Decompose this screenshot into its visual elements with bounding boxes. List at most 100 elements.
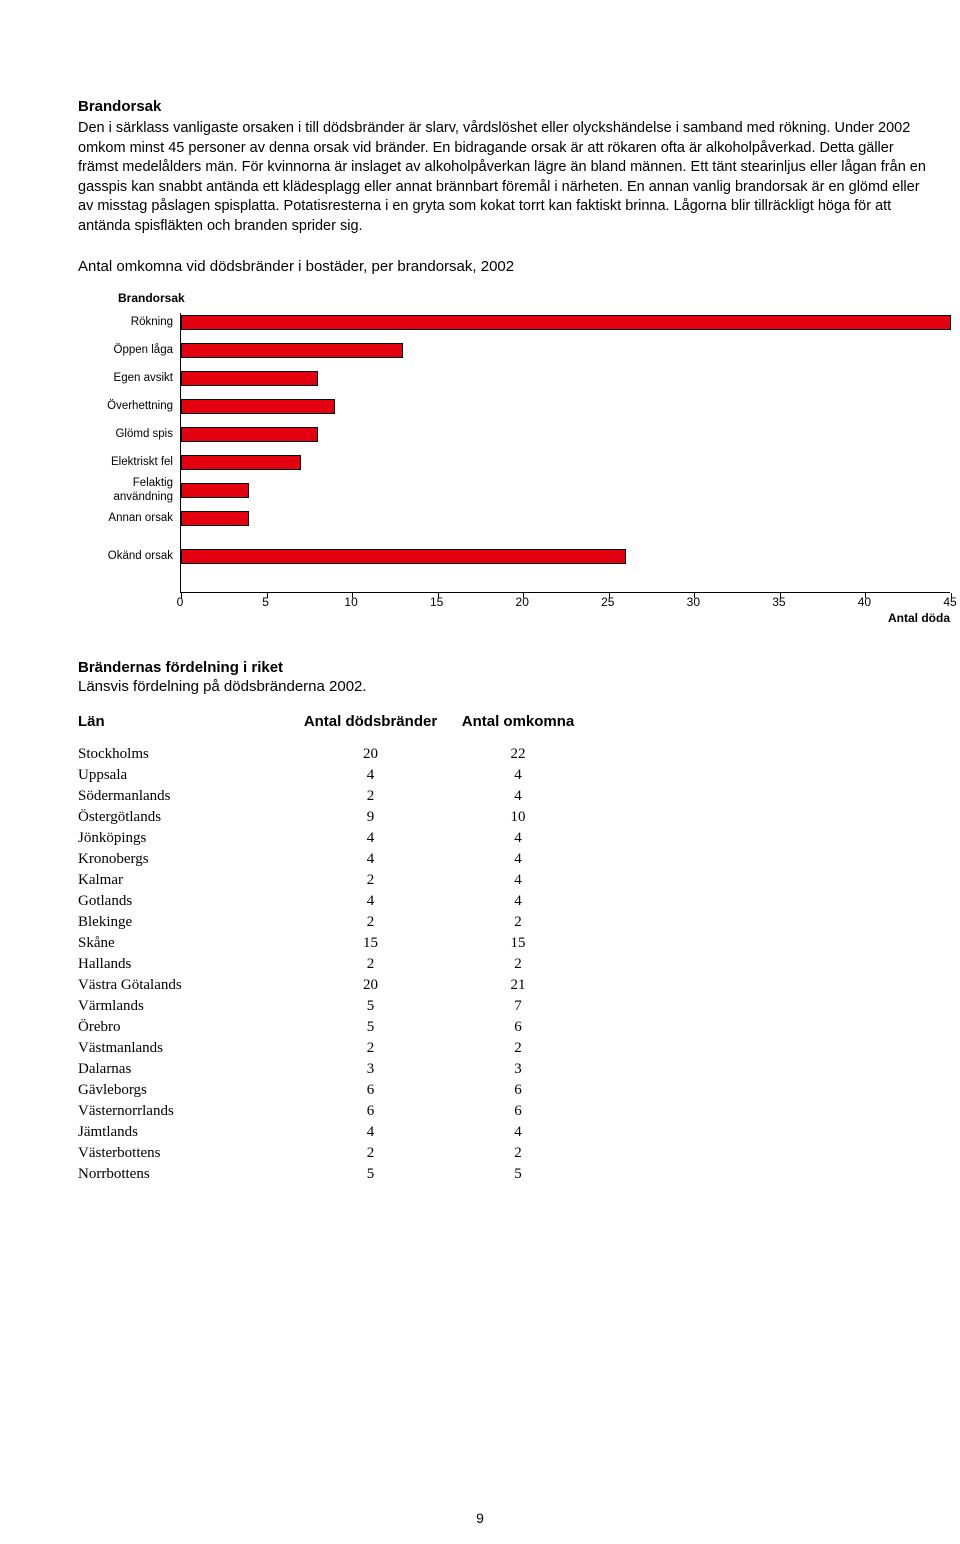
bar <box>181 483 249 498</box>
bar <box>181 315 951 330</box>
table-row: Kalmar24 <box>78 870 930 891</box>
cell-lan: Östergötlands <box>78 807 293 828</box>
table-row: Västmanlands22 <box>78 1038 930 1059</box>
cell-db: 4 <box>293 891 448 912</box>
bar <box>181 399 335 414</box>
table-row: Dalarnas33 <box>78 1059 930 1080</box>
chart-category-label: Överhettning <box>107 400 173 413</box>
cell-om: 4 <box>448 849 588 870</box>
cell-lan: Hallands <box>78 954 293 975</box>
table-header: Län Antal dödsbränder Antal omkomna <box>78 713 930 730</box>
bar-chart: Brandorsak RökningÖppen lågaEgen avsiktÖ… <box>78 291 950 631</box>
cell-db: 2 <box>293 912 448 933</box>
cell-lan: Jönköpings <box>78 828 293 849</box>
cell-lan: Kronobergs <box>78 849 293 870</box>
table-row: Hallands22 <box>78 954 930 975</box>
cell-db: 4 <box>293 849 448 870</box>
cell-lan: Gotlands <box>78 891 293 912</box>
bar <box>181 511 249 526</box>
table-row: Jönköpings44 <box>78 828 930 849</box>
cell-db: 2 <box>293 1143 448 1164</box>
cell-db: 4 <box>293 765 448 786</box>
page-number: 9 <box>0 1510 960 1526</box>
cell-db: 4 <box>293 828 448 849</box>
cell-om: 4 <box>448 891 588 912</box>
chart-category-label: Annan orsak <box>108 512 173 525</box>
table-row: Blekinge22 <box>78 912 930 933</box>
cell-om: 2 <box>448 954 588 975</box>
body-text: Den i särklass vanligaste orsaken i till… <box>78 119 930 236</box>
table-body: Stockholms2022Uppsala44Södermanlands24Ös… <box>78 744 930 1185</box>
cell-lan: Västra Götalands <box>78 975 293 996</box>
chart-plot-area <box>180 313 950 593</box>
cell-db: 5 <box>293 1017 448 1038</box>
chart-category-label: Glömd spis <box>115 428 173 441</box>
table-row: Västra Götalands2021 <box>78 975 930 996</box>
chart-category-label: Felaktiganvändning <box>114 477 173 503</box>
cell-lan: Södermanlands <box>78 786 293 807</box>
bar <box>181 343 403 358</box>
cell-db: 6 <box>293 1101 448 1122</box>
cell-lan: Dalarnas <box>78 1059 293 1080</box>
table-row: Gävleborgs66 <box>78 1080 930 1101</box>
cell-lan: Gävleborgs <box>78 1080 293 1101</box>
cell-db: 3 <box>293 1059 448 1080</box>
county-table: Län Antal dödsbränder Antal omkomna Stoc… <box>78 713 930 1185</box>
cell-om: 4 <box>448 870 588 891</box>
bar <box>181 371 318 386</box>
cell-om: 4 <box>448 828 588 849</box>
x-tick-label: 10 <box>344 595 357 609</box>
table-row: Örebro56 <box>78 1017 930 1038</box>
cell-om: 4 <box>448 786 588 807</box>
cell-db: 5 <box>293 1164 448 1185</box>
table-row: Stockholms2022 <box>78 744 930 765</box>
table-row: Gotlands44 <box>78 891 930 912</box>
table-row: Uppsala44 <box>78 765 930 786</box>
section-title: Brandorsak <box>78 98 930 115</box>
cell-lan: Stockholms <box>78 744 293 765</box>
cell-lan: Jämtlands <box>78 1122 293 1143</box>
chart-x-axis-label: Antal döda <box>888 611 950 625</box>
cell-lan: Kalmar <box>78 870 293 891</box>
chart-category-label: Öppen låga <box>114 344 173 357</box>
cell-db: 9 <box>293 807 448 828</box>
cell-db: 6 <box>293 1080 448 1101</box>
cell-om: 3 <box>448 1059 588 1080</box>
cell-om: 15 <box>448 933 588 954</box>
cell-om: 22 <box>448 744 588 765</box>
cell-lan: Västerbottens <box>78 1143 293 1164</box>
table-row: Norrbottens55 <box>78 1164 930 1185</box>
table-header-lan: Län <box>78 713 293 730</box>
cell-om: 6 <box>448 1080 588 1101</box>
cell-lan: Blekinge <box>78 912 293 933</box>
cell-db: 15 <box>293 933 448 954</box>
x-tick-label: 20 <box>516 595 529 609</box>
cell-db: 2 <box>293 1038 448 1059</box>
cell-db: 20 <box>293 744 448 765</box>
cell-om: 4 <box>448 765 588 786</box>
chart-category-label: Rökning <box>131 316 173 329</box>
cell-db: 5 <box>293 996 448 1017</box>
table-row: Kronobergs44 <box>78 849 930 870</box>
cell-om: 7 <box>448 996 588 1017</box>
table-header-db: Antal dödsbränder <box>293 713 448 730</box>
chart-y-header: Brandorsak <box>118 291 185 305</box>
cell-om: 2 <box>448 1143 588 1164</box>
table-row: Västerbottens22 <box>78 1143 930 1164</box>
cell-om: 10 <box>448 807 588 828</box>
cell-om: 6 <box>448 1017 588 1038</box>
chart-category-label: Elektriskt fel <box>111 456 173 469</box>
cell-db: 2 <box>293 786 448 807</box>
cell-db: 20 <box>293 975 448 996</box>
cell-lan: Västmanlands <box>78 1038 293 1059</box>
subsection-subtitle: Länsvis fördelning på dödsbränderna 2002… <box>78 678 930 695</box>
chart-title: Antal omkomna vid dödsbränder i bostäder… <box>78 258 930 275</box>
bar <box>181 455 301 470</box>
x-tick-label: 5 <box>262 595 269 609</box>
cell-db: 2 <box>293 870 448 891</box>
cell-lan: Örebro <box>78 1017 293 1038</box>
bar <box>181 427 318 442</box>
cell-om: 5 <box>448 1164 588 1185</box>
table-header-om: Antal omkomna <box>448 713 588 730</box>
cell-om: 2 <box>448 1038 588 1059</box>
